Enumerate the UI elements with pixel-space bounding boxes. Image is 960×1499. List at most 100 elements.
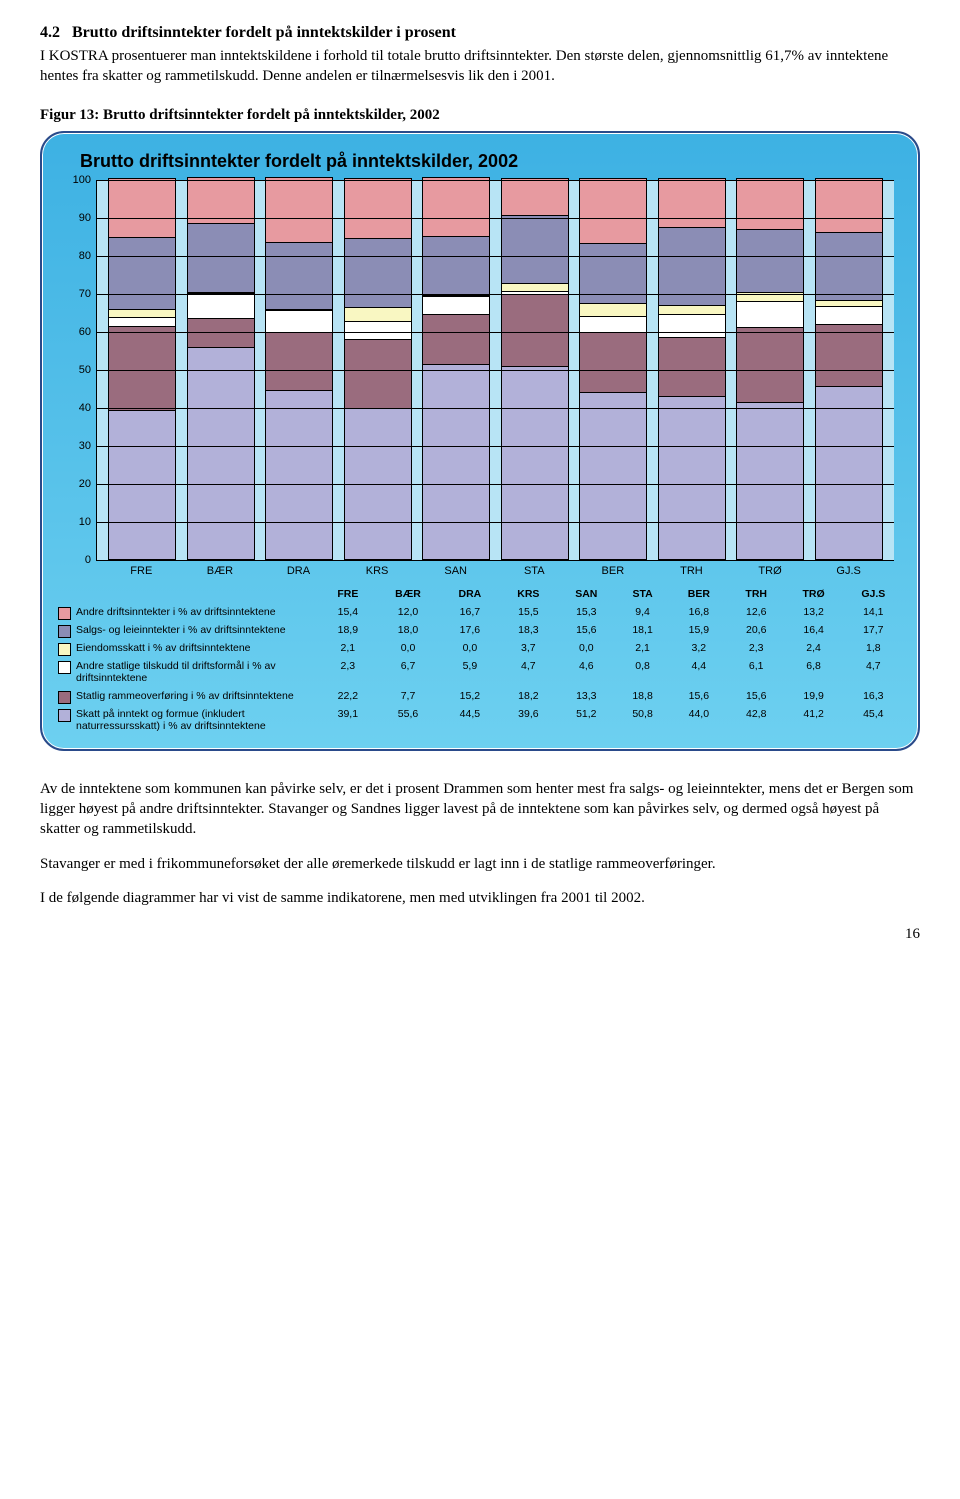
legend-swatch: [58, 691, 71, 704]
bar-segment: [345, 238, 411, 308]
table-cell: 16,7: [440, 603, 499, 621]
table-cell: 17,7: [843, 621, 904, 639]
table-cell: 0,0: [376, 639, 441, 657]
table-cell: 15,5: [499, 603, 557, 621]
table-cell: 2,1: [615, 639, 670, 657]
legend-swatch: [58, 643, 71, 656]
x-axis-labels: FREBÆRDRAKRSSANSTABERTRHTRØGJ.S: [96, 561, 894, 577]
bar-segment: [423, 236, 489, 295]
table-col-header: DRA: [440, 585, 499, 603]
intro-paragraph: I KOSTRA prosentuerer man inntektskilden…: [40, 46, 920, 87]
table-col-header: STA: [615, 585, 670, 603]
table-row: Skatt på inntekt og formue (inkludert na…: [56, 705, 904, 735]
table-cell: 12,0: [376, 603, 441, 621]
table-cell: 39,6: [499, 705, 557, 735]
table-cell: 2,1: [320, 639, 376, 657]
series-label: Andre statlige tilskudd til driftsformål…: [56, 657, 320, 687]
bar-segment: [502, 283, 568, 291]
table-cell: 17,6: [440, 621, 499, 639]
bar-segment: [502, 215, 568, 284]
table-cell: 18,3: [499, 621, 557, 639]
bar-segment: [345, 307, 411, 321]
x-tick-label: FRE: [107, 565, 175, 577]
bar-segment: [109, 326, 175, 410]
bar-segment: [266, 332, 332, 390]
table-cell: 45,4: [843, 705, 904, 735]
table-cell: 50,8: [615, 705, 670, 735]
table-cell: 55,6: [376, 705, 441, 735]
gridline: [97, 180, 894, 181]
bar-segment: [659, 314, 725, 337]
chart-frame: Brutto driftsinntekter fordelt på inntek…: [40, 131, 920, 751]
table-cell: 15,2: [440, 687, 499, 705]
table-cell: 14,1: [843, 603, 904, 621]
bar-segment: [737, 179, 803, 229]
table-row: Andre driftsinntekter i % av driftsinnte…: [56, 603, 904, 621]
y-tick-label: 40: [63, 402, 91, 414]
x-tick-label: DRA: [264, 565, 332, 577]
bar-segment: [266, 178, 332, 241]
table-cell: 2,3: [320, 657, 376, 687]
table-cell: 18,1: [615, 621, 670, 639]
bar-segment: [109, 237, 175, 309]
bar-segment: [266, 242, 332, 309]
table-cell: 4,4: [670, 657, 728, 687]
table-col-header: TRH: [728, 585, 785, 603]
table-col-header: BÆR: [376, 585, 441, 603]
bar-segment: [423, 296, 489, 313]
y-tick-label: 30: [63, 440, 91, 452]
table-cell: 0,0: [557, 639, 615, 657]
bar-segment: [188, 178, 254, 224]
legend-swatch: [58, 661, 71, 674]
y-tick-label: 50: [63, 364, 91, 376]
table-cell: 20,6: [728, 621, 785, 639]
table-row: Andre statlige tilskudd til driftsformål…: [56, 657, 904, 687]
bar-segment: [502, 179, 568, 215]
bar-segment: [423, 314, 489, 365]
gridline: [97, 484, 894, 485]
table-cell: 15,9: [670, 621, 728, 639]
table-cell: 15,4: [320, 603, 376, 621]
plot-area: 0102030405060708090100: [96, 180, 894, 561]
bar-segment: [659, 396, 725, 559]
table-cell: 2,4: [785, 639, 843, 657]
table-cell: 51,2: [557, 705, 615, 735]
y-tick-label: 80: [63, 250, 91, 262]
legend-swatch: [58, 709, 71, 722]
bar-segment: [659, 337, 725, 396]
table-cell: 16,8: [670, 603, 728, 621]
bar-segment: [188, 318, 254, 347]
table-cell: 15,6: [728, 687, 785, 705]
bar-segment: [737, 229, 803, 291]
gridline: [97, 332, 894, 333]
table-cell: 16,4: [785, 621, 843, 639]
y-tick-label: 20: [63, 478, 91, 490]
table-col-header: GJ.S: [843, 585, 904, 603]
bar-segment: [502, 294, 568, 365]
table-cell: 19,9: [785, 687, 843, 705]
bar-segment: [188, 223, 254, 291]
table-col-header: TRØ: [785, 585, 843, 603]
table-cell: 4,7: [499, 657, 557, 687]
table-cell: 1,8: [843, 639, 904, 657]
table-row: Statlig rammeoverføring i % av driftsinn…: [56, 687, 904, 705]
table-cell: 6,7: [376, 657, 441, 687]
gridline: [97, 408, 894, 409]
bar-segment: [659, 179, 725, 227]
table-cell: 16,3: [843, 687, 904, 705]
table-header-row: FREBÆRDRAKRSSANSTABERTRHTRØGJ.S: [56, 585, 904, 603]
body-paragraph-1: Av de inntektene som kommunen kan påvirk…: [40, 779, 920, 840]
table-cell: 22,2: [320, 687, 376, 705]
x-tick-label: BER: [579, 565, 647, 577]
bar-segment: [580, 392, 646, 559]
bar-segment: [345, 339, 411, 408]
bar-segment: [266, 310, 332, 332]
x-tick-label: KRS: [343, 565, 411, 577]
y-tick-label: 60: [63, 326, 91, 338]
page-number: 16: [40, 926, 920, 943]
table-cell: 18,9: [320, 621, 376, 639]
y-tick-label: 100: [63, 174, 91, 186]
data-table: FREBÆRDRAKRSSANSTABERTRHTRØGJ.S Andre dr…: [56, 585, 904, 735]
x-tick-label: BÆR: [186, 565, 254, 577]
table-cell: 18,8: [615, 687, 670, 705]
